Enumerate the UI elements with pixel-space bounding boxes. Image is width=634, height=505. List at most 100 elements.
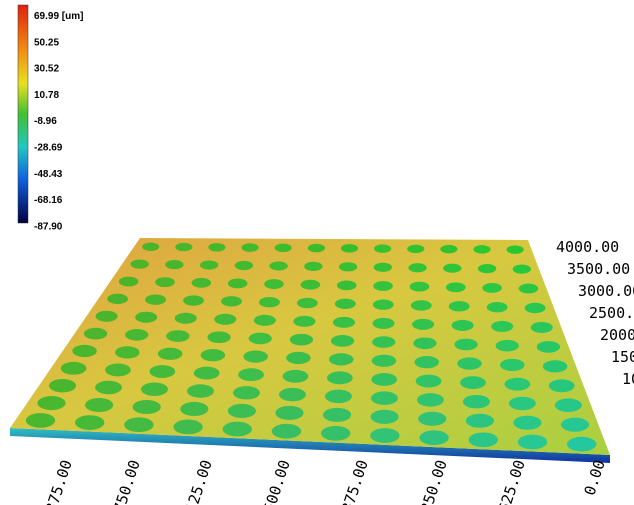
dimple [187, 384, 214, 397]
colorbar-label: 30.52 [34, 64, 59, 75]
colorbar-label: 10.78 [34, 90, 59, 101]
dimple [72, 345, 96, 357]
dimple [207, 331, 230, 343]
dimple [331, 335, 354, 347]
dimple [249, 333, 272, 345]
dimple [525, 303, 546, 313]
dimple [531, 322, 553, 333]
dimple [374, 244, 391, 253]
dimple [85, 398, 113, 412]
page: 69.99 [um]50.2530.5210.78-8.96-28.69-48.… [0, 0, 634, 505]
y-axis-label: 2000.00 [600, 326, 634, 344]
dimple [469, 432, 498, 447]
dimple [235, 261, 253, 270]
dimple [107, 294, 128, 304]
dimple [374, 263, 392, 272]
dimple [509, 397, 536, 410]
dimple [466, 414, 494, 428]
dimple [166, 330, 189, 342]
dimple [443, 264, 461, 273]
dimple [269, 261, 287, 270]
dimple [413, 337, 436, 349]
y-axis-label: 2500.00 [589, 304, 634, 322]
dimple [275, 244, 292, 253]
dimple [145, 295, 166, 305]
dimple [283, 370, 309, 383]
dimple [201, 349, 225, 361]
dimple [238, 368, 264, 381]
dimple [194, 367, 220, 380]
dimple [228, 404, 256, 418]
dimple [329, 353, 353, 365]
dimple [141, 383, 168, 396]
dimple [407, 245, 424, 254]
x-axis-label: 3125.00 [179, 458, 216, 505]
dimple [200, 260, 218, 269]
dimple [286, 352, 310, 364]
dimple [165, 260, 183, 269]
dimple [339, 262, 357, 271]
dimple [440, 245, 457, 254]
dimple [149, 365, 175, 378]
dimple [192, 278, 212, 288]
dimple [259, 297, 280, 307]
dimple [95, 381, 122, 394]
dimple [49, 379, 76, 392]
surface-view: 69.99 [um]50.2530.5210.78-8.96-28.69-48.… [0, 0, 634, 505]
dimple [115, 346, 139, 358]
dimple [507, 245, 524, 254]
dimple [242, 243, 259, 252]
dimple [173, 420, 202, 435]
dimple [482, 283, 502, 293]
dimple [119, 277, 139, 287]
dimple [105, 364, 131, 377]
dimple [415, 356, 439, 368]
x-axis-label: 625.00 [495, 458, 529, 505]
dimple [175, 313, 197, 324]
dimple [293, 316, 315, 327]
dimple [478, 264, 496, 273]
dimple [327, 371, 353, 384]
dimple [275, 406, 303, 420]
dimple [446, 282, 466, 292]
dimple [555, 399, 582, 412]
dimple [454, 339, 477, 351]
dimple [124, 417, 153, 432]
dimple [297, 298, 318, 308]
dimple [473, 245, 490, 254]
y-axis-label: 1000.00 [622, 370, 634, 388]
dimple [496, 340, 519, 352]
dimple [290, 334, 313, 346]
dimple [372, 336, 395, 348]
dimple [333, 317, 355, 328]
dimple [491, 321, 513, 332]
dimple [463, 395, 490, 408]
dimple [183, 295, 204, 305]
x-axis-label: 0.00 [581, 458, 609, 498]
dimple [457, 357, 481, 369]
dimple [341, 244, 358, 253]
colorbar-label: -8.96 [34, 116, 57, 127]
colorbar-label: -28.69 [34, 143, 63, 154]
x-axis-label: 1875.00 [335, 458, 372, 505]
dimple [416, 375, 442, 388]
dimple [537, 341, 560, 353]
dimple [180, 402, 208, 416]
dimple [408, 263, 426, 272]
dimple [411, 300, 432, 310]
dimple [549, 379, 575, 392]
dimple [419, 430, 448, 445]
dimple [175, 243, 192, 252]
dimple [301, 280, 321, 290]
dimple [418, 412, 446, 426]
dimple [373, 318, 395, 329]
y-axis-label: 3500.00 [567, 260, 630, 278]
dimple [371, 410, 399, 424]
dimple [417, 393, 444, 406]
dimple [449, 301, 470, 311]
x-axis-label: 1250.00 [414, 458, 451, 505]
dimple [272, 424, 301, 439]
dimple [373, 281, 393, 291]
colorbar [18, 5, 28, 223]
dimple [325, 390, 352, 403]
